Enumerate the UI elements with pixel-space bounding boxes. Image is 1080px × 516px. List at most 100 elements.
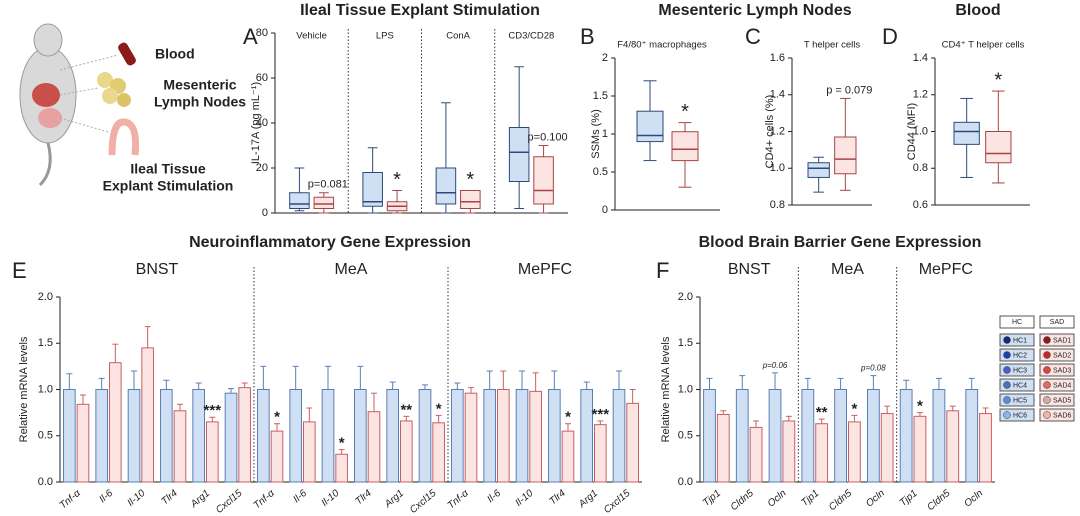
bar — [913, 415, 927, 483]
bar — [899, 389, 913, 483]
legend-label: HC5 — [1013, 397, 1027, 404]
group-label: Vehicle — [296, 31, 327, 42]
bar — [76, 403, 90, 483]
panel-label: A — [243, 24, 258, 49]
annotation: p=0.08 — [860, 364, 886, 373]
bar — [451, 389, 464, 483]
subtitle: CD4⁺ T helper cells — [942, 40, 1025, 51]
y-tick-label: 1.4 — [913, 52, 928, 64]
y-tick-label: 20 — [256, 162, 268, 174]
bar — [580, 389, 593, 483]
region-label: MePFC — [518, 261, 572, 278]
panel-label: E — [12, 258, 27, 283]
bar — [515, 389, 529, 483]
bar — [497, 389, 510, 483]
blood-tube — [118, 42, 136, 66]
y-tick-label: 60 — [256, 72, 268, 84]
x-tick-label: Tlr4 — [354, 488, 375, 508]
lymph-node — [117, 93, 131, 107]
y-tick-label: 1.5 — [678, 337, 693, 349]
region-label: MeA — [831, 261, 864, 278]
legend-marker — [1043, 396, 1051, 404]
bar — [626, 402, 639, 483]
annotation: ** — [816, 404, 828, 421]
chart-title: Neuroinflammatory Gene Expression — [189, 234, 471, 251]
annotation: *** — [204, 402, 222, 419]
y-tick-label: 40 — [256, 117, 268, 129]
annotation: p = 0.079 — [826, 84, 872, 96]
x-tick-label: Cxcl15 — [214, 488, 245, 516]
illustration-label: Blood — [155, 46, 195, 62]
x-tick-label: Cxcl15 — [602, 488, 633, 516]
y-tick-label: 1.2 — [913, 89, 928, 101]
x-tick-label: Arg1 — [576, 488, 600, 511]
panel-label: C — [745, 24, 761, 49]
group-label: ConA — [446, 31, 470, 42]
x-tick-label: Arg1 — [382, 488, 406, 511]
box — [460, 190, 481, 209]
y-tick-label: 1.6 — [770, 52, 785, 64]
panel-label: D — [882, 24, 898, 49]
bar — [418, 389, 432, 483]
annotation: ** — [400, 401, 412, 418]
legend-label: HC2 — [1013, 352, 1027, 359]
x-tick-label: Ocln — [864, 488, 887, 510]
bar — [160, 389, 173, 483]
annotation: * — [393, 169, 401, 191]
bar — [321, 389, 335, 483]
box — [313, 196, 335, 209]
group-label: CD3/CD28 — [508, 31, 554, 42]
leader-line — [59, 87, 99, 96]
bar — [866, 389, 880, 483]
lymph-node — [97, 72, 113, 88]
bar — [612, 389, 626, 483]
bar — [386, 389, 399, 483]
legend-marker — [1043, 366, 1051, 374]
subtitle: T helper cells — [804, 40, 861, 51]
annotation: * — [994, 69, 1002, 91]
intestine — [38, 108, 62, 128]
legend-label: HC3 — [1013, 367, 1027, 374]
x-tick-label: Il-10 — [319, 488, 341, 509]
bar — [141, 347, 154, 483]
x-tick-label: Tlr4 — [548, 488, 569, 508]
annotation: p=0.081 — [308, 179, 348, 191]
annotation: * — [274, 409, 280, 426]
y-tick-label: 0.8 — [913, 162, 928, 174]
box — [985, 131, 1012, 164]
y-tick-label: 2 — [602, 52, 608, 64]
y-tick-label: 2.0 — [678, 291, 693, 303]
bar — [815, 423, 829, 483]
y-tick-label: 1.5 — [38, 337, 53, 349]
x-tick-label: Arg1 — [188, 488, 212, 511]
bar — [206, 421, 219, 483]
annotation: p=0.06 — [762, 361, 788, 370]
x-tick-label: Il-6 — [291, 488, 309, 506]
bar — [367, 411, 381, 483]
bar — [400, 420, 413, 483]
legend-marker — [1003, 396, 1011, 404]
legend-marker — [1043, 411, 1051, 419]
illustration: Blood Mesenteric Lymph Nodes Ileal Tissu… — [19, 23, 246, 194]
region-label: MeA — [335, 261, 368, 278]
y-tick-label: 1.0 — [678, 383, 693, 395]
bar — [335, 453, 348, 483]
y-tick-label: 0.6 — [913, 199, 928, 211]
legend-label: HC1 — [1013, 337, 1027, 344]
y-tick-label: 1.0 — [913, 125, 928, 137]
box — [807, 162, 830, 178]
bar — [782, 420, 796, 483]
x-tick-label: Tjp1 — [799, 488, 821, 509]
bar — [464, 392, 478, 483]
y-tick-label: 1.4 — [770, 89, 785, 101]
panel-label: B — [580, 24, 595, 49]
y-tick-label: 1.0 — [770, 162, 785, 174]
y-axis-label: Relative mRNA levels — [660, 336, 672, 442]
annotation: p=0.100 — [528, 131, 568, 143]
box — [289, 192, 310, 209]
annotation: * — [436, 400, 442, 417]
chart-title: Blood — [955, 2, 1000, 19]
y-tick-label: 0.5 — [593, 166, 608, 178]
y-axis-label: CD4+ cells (%) — [764, 95, 776, 169]
